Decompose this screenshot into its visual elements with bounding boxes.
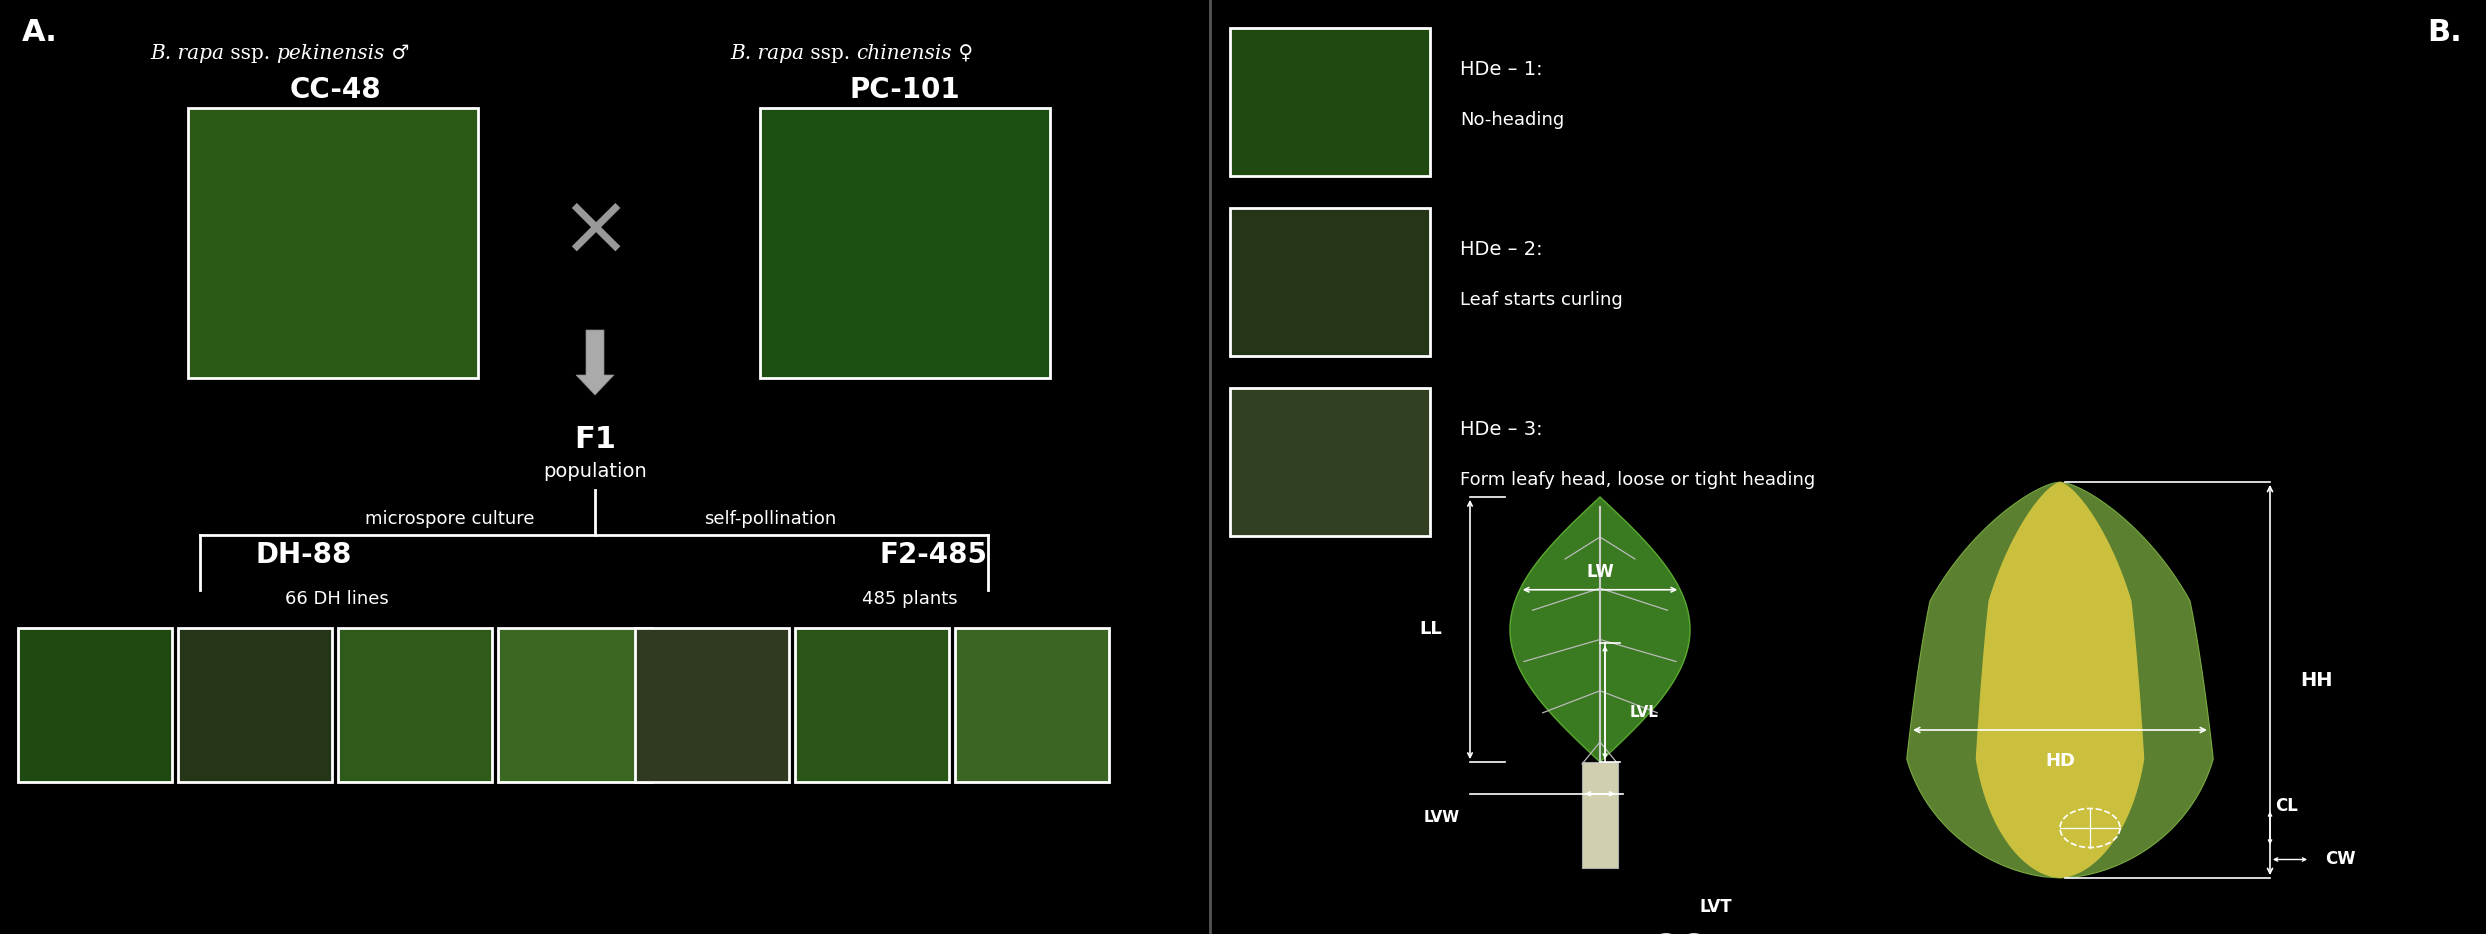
Text: 66 DH lines: 66 DH lines (286, 590, 388, 608)
Text: LW: LW (1586, 563, 1613, 581)
Text: Leaf starts curling: Leaf starts curling (1459, 290, 1623, 309)
Polygon shape (1509, 497, 1690, 762)
Bar (179, 628, 333, 782)
Text: self-pollination: self-pollination (704, 510, 835, 528)
Text: population: population (542, 462, 646, 481)
FancyArrow shape (577, 330, 614, 395)
Text: No-heading: No-heading (1459, 111, 1564, 129)
Text: HDe – 1:: HDe – 1: (1459, 60, 1544, 79)
Text: HD: HD (2046, 752, 2076, 770)
Text: F2-485: F2-485 (880, 541, 987, 569)
Text: Form leafy head, loose or tight heading: Form leafy head, loose or tight heading (1459, 471, 1815, 488)
Text: chinensis: chinensis (858, 44, 952, 63)
Text: ssp.: ssp. (803, 44, 858, 63)
Text: 485 plants: 485 plants (863, 590, 957, 608)
Text: microspore culture: microspore culture (365, 510, 534, 528)
Text: LVT: LVT (1700, 898, 1733, 916)
Bar (955, 628, 1109, 782)
Bar (1231, 28, 1429, 176)
Text: LVL: LVL (1631, 705, 1658, 720)
Text: ♂: ♂ (385, 44, 410, 63)
Polygon shape (1976, 482, 2145, 878)
Bar (1231, 208, 1429, 356)
Text: LL: LL (1420, 620, 1442, 639)
Bar (796, 628, 950, 782)
Text: HH: HH (2300, 671, 2332, 689)
Text: PC-101: PC-101 (850, 76, 960, 104)
Text: LVW: LVW (1424, 810, 1459, 825)
Bar (1231, 388, 1429, 536)
Text: DH-88: DH-88 (256, 541, 351, 569)
Text: B. rapa: B. rapa (731, 44, 803, 63)
Text: ♀: ♀ (952, 44, 972, 63)
Bar (17, 628, 172, 782)
Text: pekinensis: pekinensis (276, 44, 385, 63)
Polygon shape (1907, 482, 2213, 878)
Text: ssp.: ssp. (224, 44, 276, 63)
Bar (1581, 762, 1618, 868)
Text: CW: CW (2324, 851, 2357, 869)
Bar (338, 628, 492, 782)
Text: HDe – 3:: HDe – 3: (1459, 420, 1544, 439)
Bar (497, 628, 651, 782)
Text: CC-48: CC-48 (288, 76, 380, 104)
Text: B.: B. (2426, 18, 2461, 47)
Bar (634, 628, 788, 782)
Bar (761, 108, 1049, 378)
Bar (189, 108, 477, 378)
Text: CL: CL (2275, 797, 2297, 815)
Text: B. rapa: B. rapa (149, 44, 224, 63)
Text: ×: × (559, 189, 631, 272)
Text: A.: A. (22, 18, 57, 47)
Text: HDe – 2:: HDe – 2: (1459, 240, 1544, 259)
Text: F1: F1 (574, 425, 617, 454)
